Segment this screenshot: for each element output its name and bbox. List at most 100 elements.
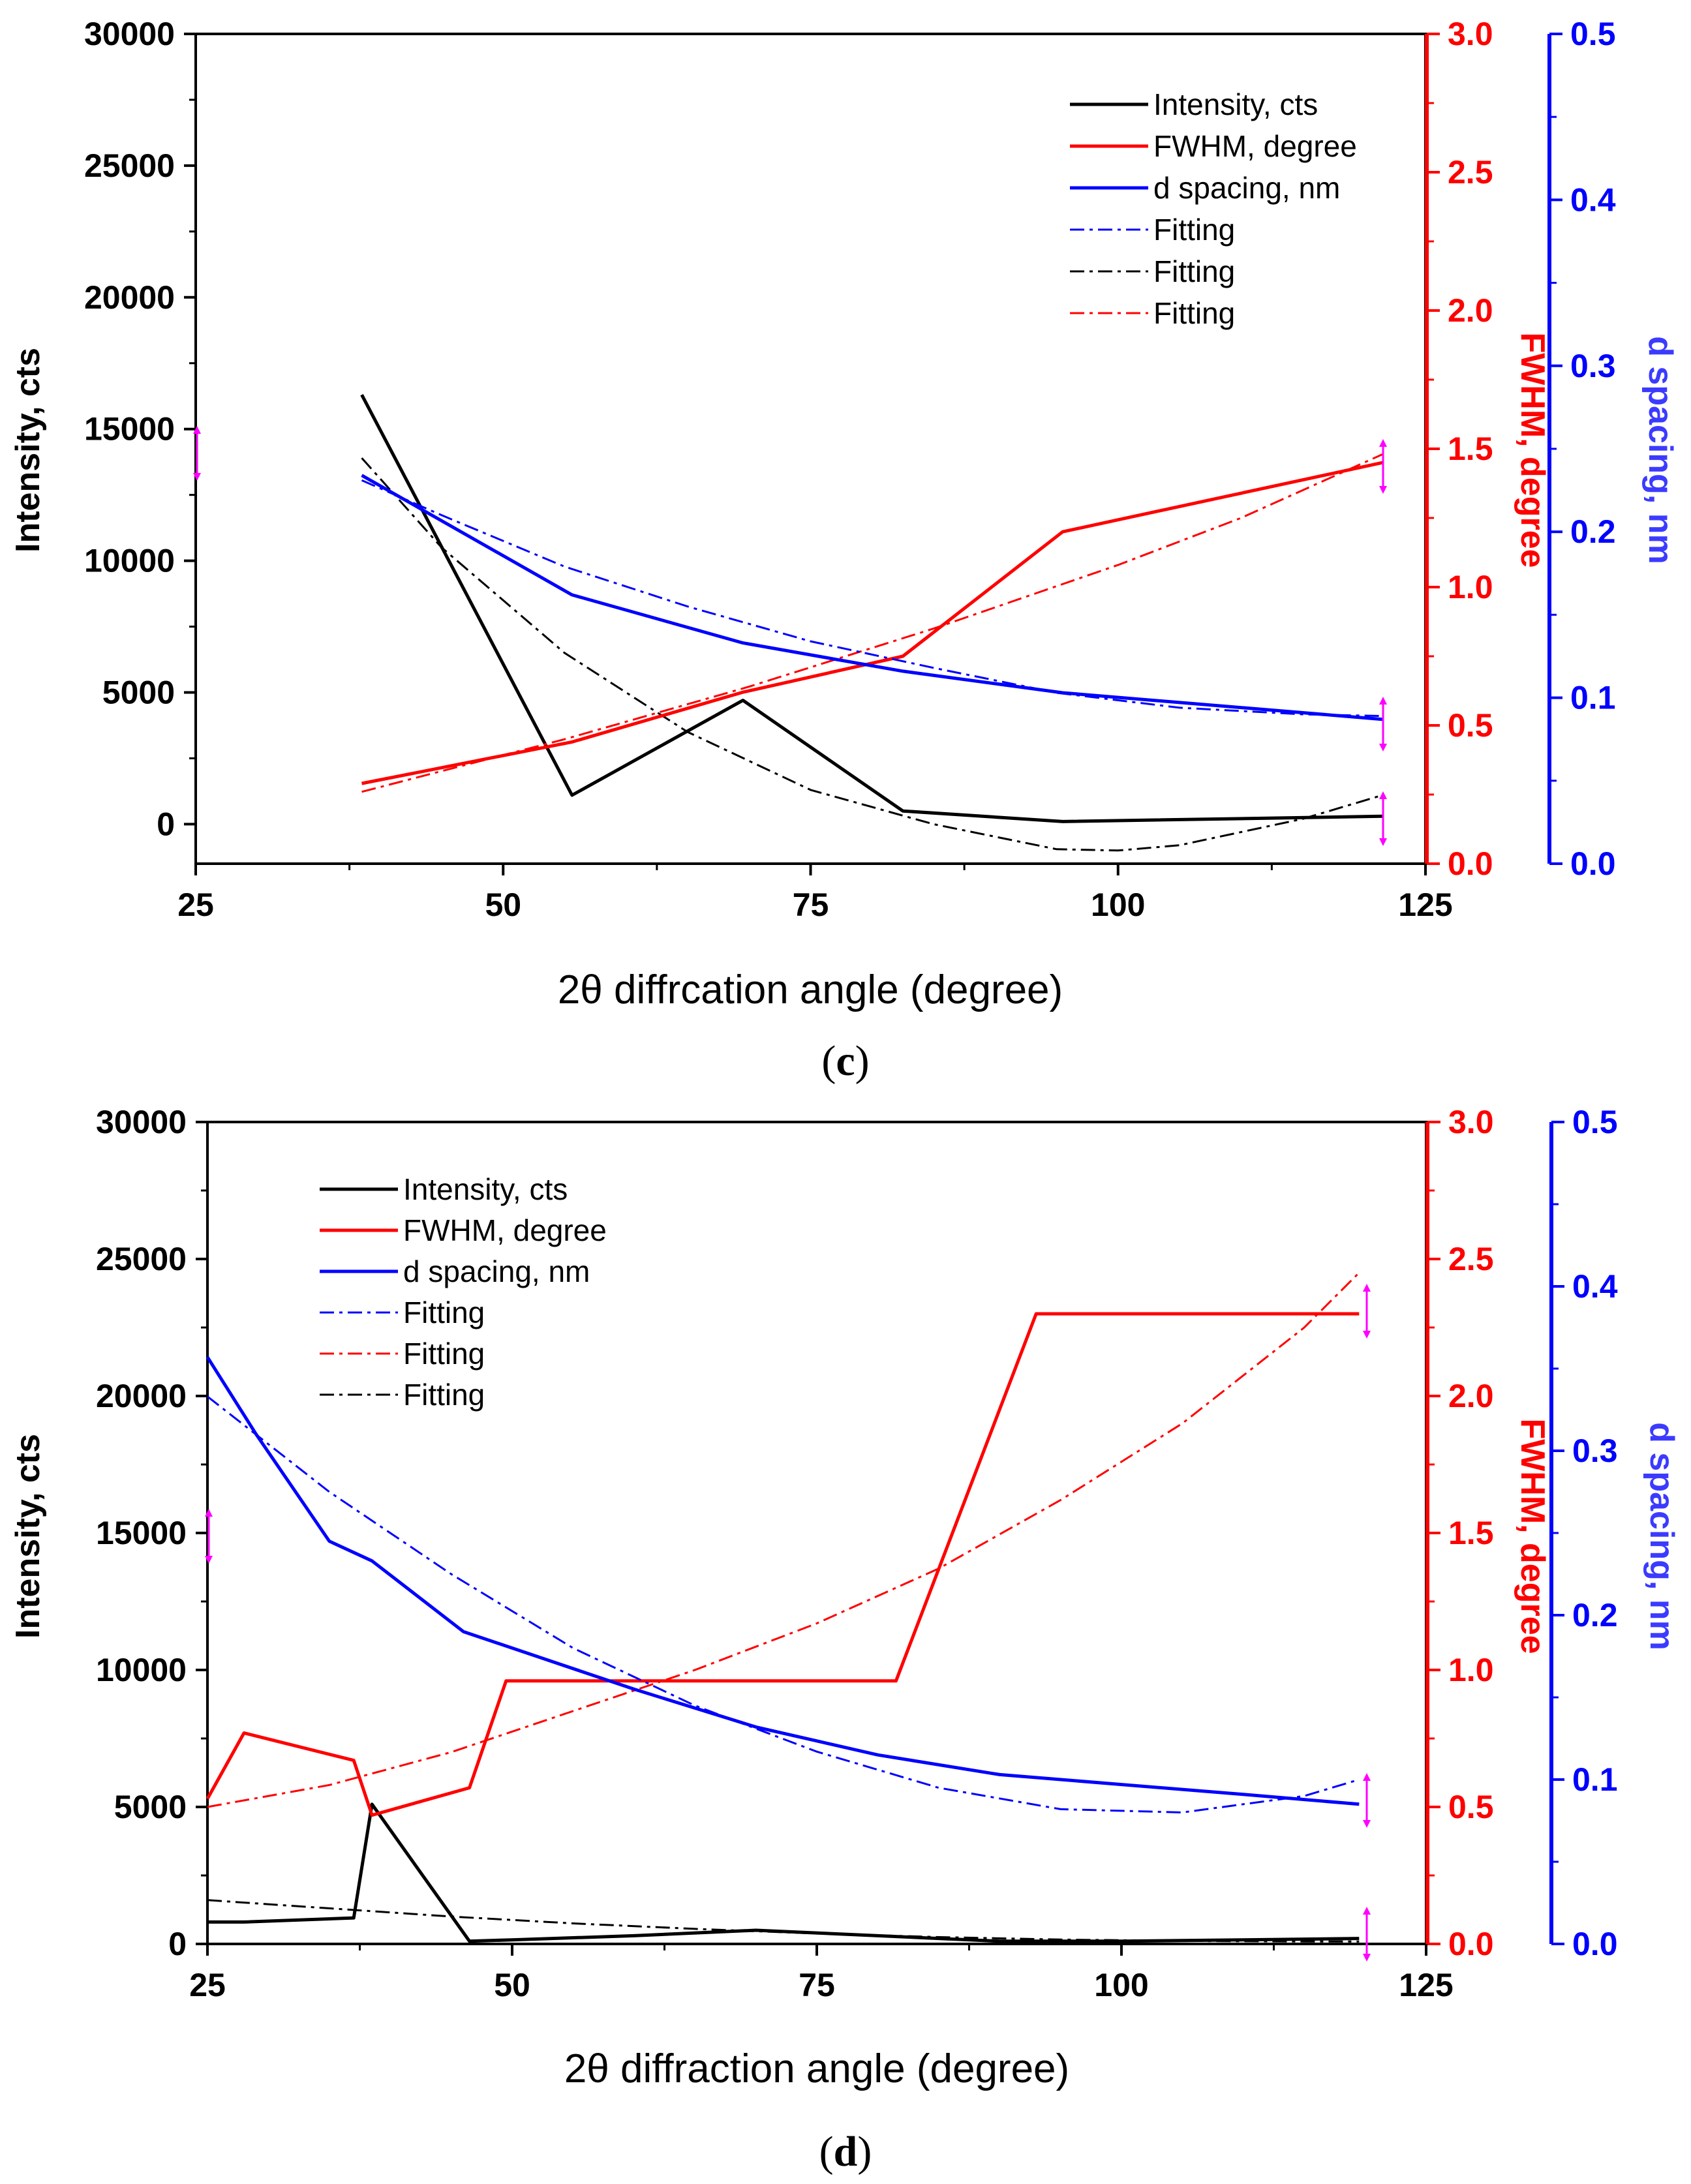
panel-c-x-tick-label: 75 <box>793 887 829 923</box>
panel-d-x-tick-label: 25 <box>189 1967 226 2003</box>
panel-c-y-left-axis-label: Intensity, cts <box>9 348 47 553</box>
panel-c-y-right1-tick-label: 3.0 <box>1448 16 1493 52</box>
panel-c-legend: Intensity, cts FWHM, degree d spacing, nm F… <box>1070 87 1357 330</box>
panel-c-y-right2-tick-label: 0.1 <box>1570 680 1616 716</box>
panel-d-handle-marker <box>1363 1284 1371 1339</box>
panel-d-handle-marker-up <box>205 1509 213 1517</box>
panel-d-label: (d) <box>819 2128 872 2176</box>
panel-d-series-line-d-spacing-nm <box>206 1356 1360 1806</box>
panel-c-handle-marker <box>193 426 201 481</box>
panel-c-handle-marker-down <box>1379 744 1387 751</box>
panel-d-y-right1-tick-label: 1.0 <box>1448 1652 1494 1688</box>
panel-d-x-tick-label: 100 <box>1094 1967 1148 2003</box>
panel-c-x-tick-label: 50 <box>485 887 521 923</box>
panel-c-y-left-tick-label: 10000 <box>84 543 175 579</box>
panel-c-y-right2-tick-label: 0.0 <box>1570 845 1616 882</box>
panel-c-handle-marker <box>1379 697 1387 751</box>
panel-d-y-right2-axis-label: d spacing, nm <box>1643 1422 1681 1650</box>
panel-d-series-line-intensity-fitting <box>207 1899 1360 1943</box>
panel-d-series-line-fwhm-degree <box>206 1312 1360 1817</box>
panel-c-legend-label: Fitting <box>1153 213 1235 247</box>
panel-c-y-left-tick-label: 25000 <box>84 147 175 184</box>
panel-c-y-right1-axis-label: FWHM, degree <box>1514 332 1551 568</box>
panel-c-series-line-fwhm-degree <box>361 461 1383 785</box>
panel-d-series-line-d-spacing-fitting <box>207 1395 1360 1813</box>
panel-c-legend-label: FWHM, degree <box>1153 129 1357 163</box>
panel-d-y-right1-tick-label: 3.0 <box>1448 1104 1494 1140</box>
panel-c-series-line-intensity-cts <box>360 394 1383 823</box>
panel-c-series-line-intensity-fitting <box>361 457 1383 852</box>
panel-c-handle-marker-up <box>1379 791 1387 799</box>
panel-c-handle-marker-up <box>1379 697 1387 705</box>
panel-c-handle-marker-up <box>193 426 201 434</box>
panel-c-series-line-fwhm-fitting <box>361 453 1383 793</box>
panel-d-legend-label: Fitting <box>403 1337 485 1371</box>
panel-d-y-left-tick-label: 25000 <box>96 1241 187 1277</box>
panel-d: 25 50 75 100 125 0 5000 10000 15000 20000 25000 30… <box>9 1104 1681 2176</box>
panel-d-label-letter: d <box>834 2128 858 2176</box>
panel-c-y-right2-tick-label: 0.3 <box>1570 348 1616 384</box>
panel-d-y-left-tick-label: 15000 <box>96 1515 187 1551</box>
panel-c-label-open: ( <box>821 1037 836 1085</box>
panel-d-legend-label: Fitting <box>403 1378 485 1412</box>
panel-c-handle-marker-down <box>1379 838 1387 846</box>
panel-c-handle-marker-down <box>1379 486 1387 494</box>
panel-c-legend-label: Fitting <box>1153 254 1235 288</box>
panel-c-handle-marker <box>1379 791 1387 846</box>
panel-d-y-right1-tick-label: 1.5 <box>1448 1515 1494 1551</box>
panel-c-legend-label: Intensity, cts <box>1153 87 1318 121</box>
panel-c-legend-label: d spacing, nm <box>1153 171 1340 205</box>
panel-d-x-tick-label: 75 <box>799 1967 835 2003</box>
panel-d-y-left-tick-label: 20000 <box>96 1378 187 1414</box>
panel-c-label: (c) <box>821 1037 869 1085</box>
panel-d-y-right1-axis-label: FWHM, degree <box>1514 1418 1551 1654</box>
panel-d-y-right2-tick-label: 0.1 <box>1572 1761 1618 1798</box>
panel-c-x-tick-label: 25 <box>177 887 214 923</box>
panel-d-handle-marker-down <box>1363 1331 1371 1339</box>
panel-c-y-right1-tick-label: 2.5 <box>1448 154 1493 190</box>
panel-c-y-right1-tick-label: 2.0 <box>1448 292 1493 329</box>
panel-d-legend-label: Fitting <box>403 1296 485 1329</box>
panel-c-y-right1-tick-label: 0.5 <box>1448 707 1493 744</box>
panel-c-label-close: ) <box>855 1037 870 1085</box>
panel-c-handle-marker <box>1379 439 1387 494</box>
panel-d-series-line-fwhm-fitting <box>207 1271 1360 1808</box>
panel-c-legend-label: Fitting <box>1153 296 1235 330</box>
panel-c-x-axis-label: 2θ diffrcation angle (degree) <box>558 967 1063 1012</box>
panel-d-y-left-tick-label: 10000 <box>96 1652 187 1688</box>
panel-d-x-tick-label: 50 <box>494 1967 530 2003</box>
panel-d-handle-marker <box>1363 1773 1371 1828</box>
panel-d-handle-marker-up <box>1363 1907 1371 1915</box>
panel-c-y-right1-tick-label: 0.0 <box>1448 845 1493 882</box>
panel-d-x-tick-label: 125 <box>1399 1967 1453 2003</box>
panel-c-y-left-tick-label: 0 <box>157 806 175 842</box>
panel-d-handle-marker <box>1363 1907 1371 1962</box>
panel-c-y-right2-tick-label: 0.2 <box>1570 513 1616 550</box>
panel-c-handle-marker-down <box>193 473 201 481</box>
panel-d-y-right1-tick-label: 0.0 <box>1448 1926 1494 1962</box>
panel-d-y-right2-tick-label: 0.5 <box>1572 1104 1618 1140</box>
panel-d-handle-marker-up <box>1363 1773 1371 1781</box>
panel-d-y-right1-tick-label: 2.5 <box>1448 1241 1494 1277</box>
panel-d-legend: Intensity, cts FWHM, degree d spacing, nm F… <box>320 1172 607 1412</box>
panel-d-y-right2-tick-label: 0.4 <box>1572 1268 1618 1305</box>
panel-d-y-left-axis-label: Intensity, cts <box>9 1434 47 1639</box>
panel-c-y-right2-axis-label: d spacing, nm <box>1641 336 1679 564</box>
panel-d-handle-marker-down <box>205 1556 213 1564</box>
panel-d-y-right2-tick-label: 0.2 <box>1572 1597 1618 1633</box>
panel-d-y-left-tick-label: 0 <box>168 1926 187 1962</box>
panel-c-y-right1-tick-label: 1.0 <box>1448 569 1493 605</box>
panel-c-x-tick-label: 125 <box>1398 887 1452 923</box>
panel-d-y-left-tick-label: 30000 <box>96 1104 187 1140</box>
panel-d-legend-label: Intensity, cts <box>403 1172 568 1206</box>
panel-c-y-left-tick-label: 5000 <box>102 675 175 711</box>
panel-d-handle-marker-down <box>1363 1820 1371 1828</box>
panel-d-label-close: ) <box>857 2128 872 2176</box>
panel-c: 25 50 75 100 125 0 5000 10000 15000 20000 25000 30… <box>9 16 1679 1085</box>
panel-c-y-right2-tick-label: 0.5 <box>1570 16 1616 52</box>
panel-c-y-left-tick-label: 30000 <box>84 16 175 52</box>
panel-c-y-left-tick-label: 20000 <box>84 279 175 316</box>
panel-d-y-right1-tick-label: 2.0 <box>1448 1378 1494 1414</box>
panel-c-series-line-d-spacing-nm <box>361 474 1383 721</box>
